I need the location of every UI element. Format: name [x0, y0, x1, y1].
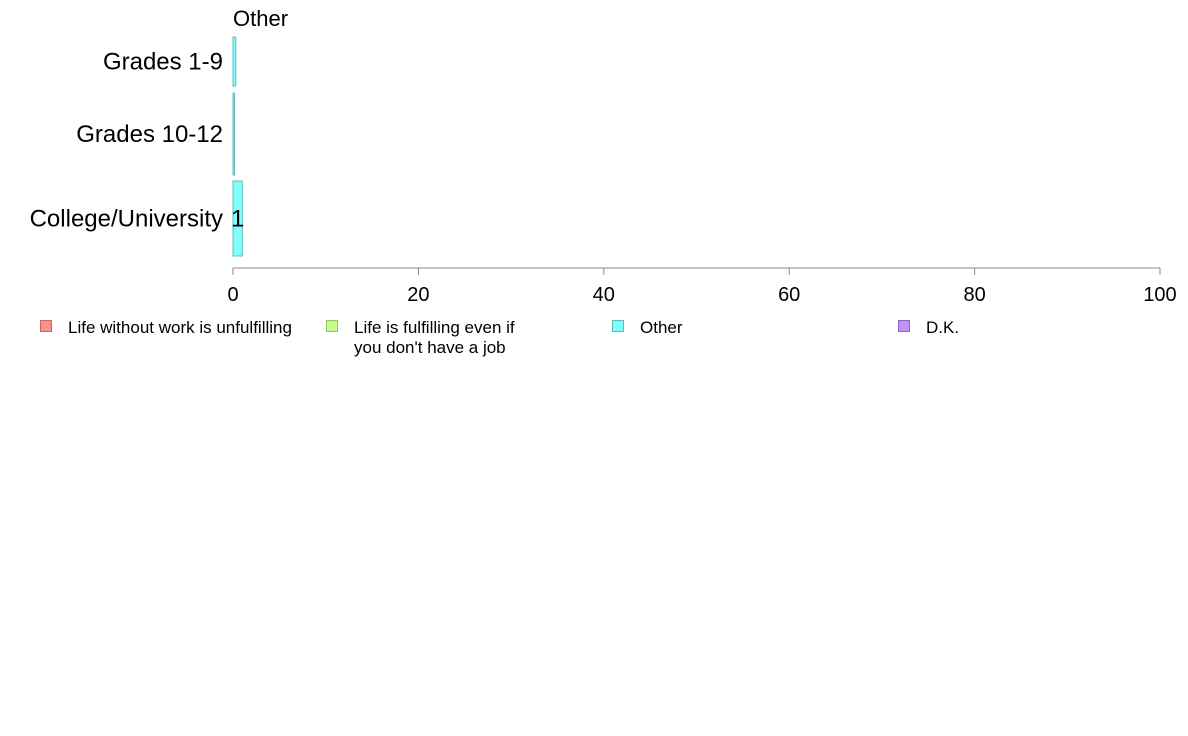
bar [232, 180, 243, 257]
legend-swatch [40, 320, 52, 332]
legend-item-life-without-work: Life without work is unfulfilling [40, 318, 292, 338]
bar-chart: Other 1 Grades 1-9 Grades 10-12 College/Un… [30, 6, 1177, 306]
bars-layer: 1 [231, 36, 244, 257]
x-tick-label: 40 [593, 284, 615, 306]
legend-item-other: Other [612, 318, 683, 338]
legend-item-dk: D.K. [898, 318, 959, 338]
legend-swatch [326, 320, 338, 332]
x-tick-label: 80 [963, 284, 985, 306]
x-tick-label: 20 [407, 284, 429, 306]
y-tick-labels: Grades 1-9 Grades 10-12 College/University [30, 49, 223, 233]
bar [232, 92, 235, 176]
legend-label: Life without work is unfulfilling [68, 318, 292, 337]
y-tick-label: College/University [30, 206, 223, 233]
legend-swatch [898, 320, 910, 332]
x-ticks: 0 20 40 60 80 100 [227, 268, 1177, 306]
y-tick-label: Grades 1-9 [103, 49, 223, 76]
legend: Life without work is unfulfilling Life i… [0, 318, 1188, 368]
y-tick-label: Grades 10-12 [76, 121, 223, 148]
legend-label: Life is fulfilling even if you don't hav… [354, 318, 515, 357]
chart-title: Other [233, 6, 288, 31]
legend-swatch [612, 320, 624, 332]
x-tick-label: 0 [227, 284, 238, 306]
legend-label: Other [640, 318, 683, 337]
data-label: 1 [231, 206, 244, 233]
legend-label: D.K. [926, 318, 960, 337]
x-tick-label: 60 [778, 284, 800, 306]
x-tick-label: 100 [1143, 284, 1176, 306]
legend-item-life-fulfilling: Life is fulfilling even if you don't hav… [326, 318, 515, 358]
bar [232, 36, 237, 87]
